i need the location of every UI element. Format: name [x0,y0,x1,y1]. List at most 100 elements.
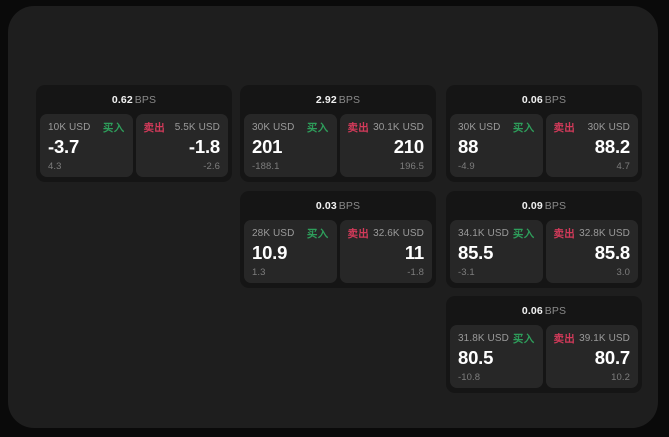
quote-pane-buy[interactable]: 31.8K USD 买入 80.5 -10.8 [450,325,543,388]
quote-secondary-value: 3.0 [616,267,630,278]
quote-pane-buy[interactable]: 34.1K USD 买入 85.5 -3.1 [450,220,543,283]
quote-board-panel: 0.62 BPS 10K USD 买入 -3.7 4.3 卖出 5.5K USD -1.8 -2.… [8,6,658,428]
buy-side-label: 买入 [512,333,535,345]
quote-pane-sell[interactable]: 卖出 5.5K USD -1.8 -2.6 [135,114,228,177]
pane-header-row: 卖出 32.6K USD [348,227,425,240]
quote-price-value: 88 [458,136,479,157]
quote-price-value: 85.5 [458,242,494,263]
order-size-label: 5.5K USD [174,122,220,133]
pane-header-row: 卖出 32.8K USD [554,227,631,240]
quote-price-value: 10.9 [252,242,288,263]
quote-secondary-value: -4.9 [458,161,475,172]
pane-header-row: 28K USD 买入 [252,227,329,240]
buy-side-label: 买入 [512,228,535,240]
quote-pane-buy[interactable]: 10K USD 买入 -3.7 4.3 [40,114,133,177]
order-size-label: 32.8K USD [579,228,630,239]
order-size-label: 32.6K USD [373,228,424,239]
quote-panes-row: 30K USD 买入 201 -188.1 卖出 30.1K USD 210 196.5 [244,114,432,177]
sell-side-label: 卖出 [347,122,370,134]
pane-header-row: 34.1K USD 买入 [458,227,535,240]
order-size-label: 30K USD [252,122,295,133]
quote-secondary-value: 4.7 [616,161,630,172]
quote-secondary-value: -10.8 [458,372,481,383]
order-size-label: 30K USD [458,122,501,133]
quote-panes-row: 10K USD 买入 -3.7 4.3 卖出 5.5K USD -1.8 -2.6 [40,114,228,177]
pane-header-row: 卖出 30K USD [554,121,631,134]
quote-secondary-value: 1.3 [252,267,266,278]
pane-header-row: 30K USD 买入 [252,121,329,134]
quote-secondary-value: -188.1 [252,161,280,172]
sell-side-label: 卖出 [553,228,576,240]
spread-value: 2.92 [315,94,337,106]
pane-header-row: 30K USD 买入 [458,121,535,134]
quote-pane-buy[interactable]: 30K USD 买入 201 -188.1 [244,114,337,177]
sell-side-label: 卖出 [143,122,166,134]
sell-side-label: 卖出 [553,333,576,345]
quote-secondary-value: 196.5 [399,161,424,172]
quote-price-value: 11 [404,242,424,263]
spread-unit-label: BPS [338,94,361,106]
quote-price-value: 210 [393,136,424,157]
spread-unit-label: BPS [544,94,567,106]
quote-group-0-03-bps[interactable]: 0.03 BPS 28K USD 买入 10.9 1.3 卖出 32.6K USD 11 -1.8 [240,191,436,288]
quote-group-0-06-bps-bottom[interactable]: 0.06 BPS 31.8K USD 买入 80.5 -10.8 卖出 39.1K USD 80… [446,296,642,393]
buy-side-label: 买入 [512,122,535,134]
quote-panes-row: 31.8K USD 买入 80.5 -10.8 卖出 39.1K USD 80.7 10.2 [450,325,638,388]
spread-header: 0.06 BPS [450,94,638,106]
quote-secondary-value: -3.1 [458,267,475,278]
quote-pane-sell[interactable]: 卖出 30K USD 88.2 4.7 [545,114,638,177]
pane-header-row: 卖出 30.1K USD [348,121,425,134]
buy-side-label: 买入 [102,122,125,134]
pane-header-row: 卖出 39.1K USD [554,332,631,345]
buy-side-label: 买入 [306,122,329,134]
quote-secondary-value: -2.6 [203,161,220,172]
sell-side-label: 卖出 [553,122,576,134]
spread-unit-label: BPS [338,200,361,212]
spread-unit-label: BPS [544,200,567,212]
spread-value: 0.62 [111,94,133,106]
order-size-label: 34.1K USD [458,228,509,239]
quote-group-0-06-bps-top[interactable]: 0.06 BPS 30K USD 买入 88 -4.9 卖出 30K USD 88.2 4.7 [446,85,642,182]
quote-price-value: 88.2 [594,136,630,157]
quote-price-value: -3.7 [48,136,80,157]
quote-secondary-value: 4.3 [48,161,62,172]
quote-secondary-value: -1.8 [407,267,424,278]
order-size-label: 28K USD [252,228,295,239]
spread-header: 0.09 BPS [450,200,638,212]
quote-price-value: 85.8 [594,242,630,263]
quote-panes-row: 28K USD 买入 10.9 1.3 卖出 32.6K USD 11 -1.8 [244,220,432,283]
pane-header-row: 卖出 5.5K USD [144,121,221,134]
quote-panes-row: 34.1K USD 买入 85.5 -3.1 卖出 32.8K USD 85.8 3.0 [450,220,638,283]
spread-header: 0.06 BPS [450,305,638,317]
quote-price-value: -1.8 [188,136,220,157]
order-size-label: 30K USD [587,122,630,133]
sell-side-label: 卖出 [347,228,370,240]
pane-header-row: 31.8K USD 买入 [458,332,535,345]
spread-unit-label: BPS [544,305,567,317]
quote-group-2-92-bps[interactable]: 2.92 BPS 30K USD 买入 201 -188.1 卖出 30.1K USD 210 1… [240,85,436,182]
quote-pane-sell[interactable]: 卖出 30.1K USD 210 196.5 [339,114,432,177]
spread-value: 0.06 [521,94,543,106]
quote-pane-sell[interactable]: 卖出 32.8K USD 85.8 3.0 [545,220,638,283]
quote-secondary-value: 10.2 [611,372,630,383]
pane-header-row: 10K USD 买入 [48,121,125,134]
quote-group-0-09-bps[interactable]: 0.09 BPS 34.1K USD 买入 85.5 -3.1 卖出 32.8K USD 85.… [446,191,642,288]
quote-pane-buy[interactable]: 28K USD 买入 10.9 1.3 [244,220,337,283]
quote-pane-buy[interactable]: 30K USD 买入 88 -4.9 [450,114,543,177]
spread-value: 0.09 [521,200,543,212]
spread-unit-label: BPS [134,94,157,106]
quote-price-value: 80.7 [594,347,630,368]
spread-header: 0.03 BPS [244,200,432,212]
order-size-label: 30.1K USD [373,122,424,133]
buy-side-label: 买入 [306,228,329,240]
order-size-label: 31.8K USD [458,333,509,344]
spread-value: 0.03 [315,200,337,212]
quote-pane-sell[interactable]: 卖出 32.6K USD 11 -1.8 [339,220,432,283]
order-size-label: 10K USD [48,122,91,133]
quote-pane-sell[interactable]: 卖出 39.1K USD 80.7 10.2 [545,325,638,388]
quote-price-value: 80.5 [458,347,494,368]
quote-group-0-62-bps[interactable]: 0.62 BPS 10K USD 买入 -3.7 4.3 卖出 5.5K USD -1.8 -2.… [36,85,232,182]
spread-value: 0.06 [521,305,543,317]
spread-header: 0.62 BPS [40,94,228,106]
spread-header: 2.92 BPS [244,94,432,106]
